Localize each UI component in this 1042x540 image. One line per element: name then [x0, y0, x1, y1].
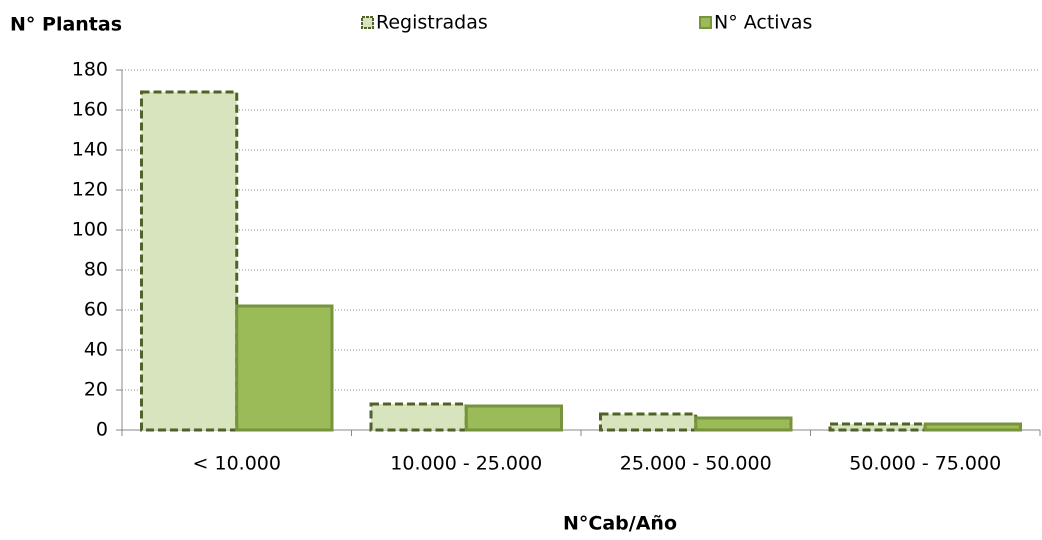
x-tick-label: < 10.000 — [193, 453, 281, 475]
y-tick-label: 60 — [84, 299, 108, 321]
y-axis-title: N° Plantas — [10, 14, 122, 36]
x-tick-label: 50.000 - 75.000 — [849, 453, 1001, 475]
y-tick-label: 20 — [84, 379, 108, 401]
bar — [694, 416, 793, 432]
y-tick-label: 80 — [84, 259, 108, 281]
legend-label: N° Activas — [714, 12, 812, 34]
y-tick-label: 0 — [96, 419, 108, 441]
bar — [369, 402, 468, 432]
legend-swatch — [361, 16, 374, 29]
x-axis-title: N°Cab/Año — [563, 513, 677, 535]
y-tick-label: 180 — [72, 59, 108, 81]
bar — [923, 422, 1022, 432]
y-tick-label: 40 — [84, 339, 108, 361]
bar — [599, 412, 698, 432]
x-tick-label: 10.000 - 25.000 — [390, 453, 542, 475]
legend-label: Registradas — [376, 12, 488, 34]
bar — [828, 422, 927, 432]
y-tick-label: 120 — [72, 179, 108, 201]
bar — [464, 404, 563, 432]
y-tick-label: 140 — [72, 139, 108, 161]
bar — [235, 304, 334, 432]
bar — [140, 90, 239, 432]
y-tick-label: 100 — [72, 219, 108, 241]
x-tick-label: 25.000 - 50.000 — [620, 453, 772, 475]
legend-swatch — [699, 16, 712, 29]
y-tick-label: 160 — [72, 99, 108, 121]
